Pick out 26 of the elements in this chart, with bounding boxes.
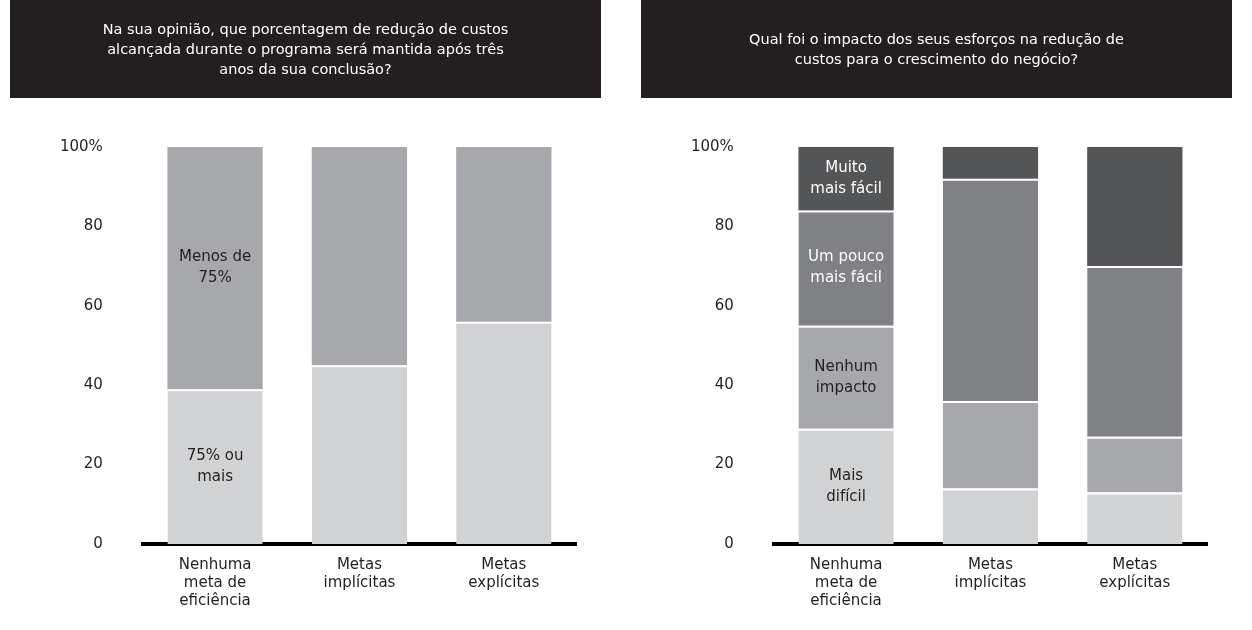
x-tick-label: Nenhuma meta de eficiência: [178, 554, 252, 609]
x-tick-label: Metas implícitas: [954, 554, 1027, 591]
y-tick-label: 40: [714, 375, 734, 394]
y-tick-label: 80: [714, 216, 734, 235]
series-label: Um pouco mais fácil: [808, 247, 885, 287]
y-tick-label: 60: [83, 295, 103, 314]
y-tick-label: 40: [83, 375, 103, 394]
series-label: Nenhum impacto: [814, 356, 878, 396]
series-label: Mais difícil: [826, 465, 866, 505]
series-label: Menos de 75%: [178, 247, 252, 287]
y-tick-label: 20: [714, 454, 734, 473]
y-tick-label: 100%: [690, 136, 734, 155]
series-label: Muito mais fácil: [810, 158, 882, 198]
x-tick-label: Metas implícitas: [323, 554, 396, 591]
y-tick-label: 60: [714, 295, 734, 314]
x-tick-label: Metas explícitas: [468, 554, 540, 591]
y-tick-label: 0: [93, 533, 103, 552]
series-label: 75% ou mais: [186, 445, 244, 485]
chart-title: Na sua opinião, que porcentagem de redução de custos alcançada durante o programa será mantida após três anos da sua conclusão?: [10, 0, 601, 98]
y-tick-label: 80: [83, 216, 103, 235]
chart-title: Qual foi o impacto dos seus esforços na redução de custos para o crescimento do negócio?: [641, 0, 1232, 98]
y-tick-label: 0: [724, 533, 734, 552]
y-tick-label: 100%: [59, 136, 103, 155]
x-tick-label: Metas explícitas: [1099, 554, 1171, 591]
y-tick-label: 20: [83, 454, 103, 473]
x-tick-label: Nenhuma meta de eficiência: [809, 554, 883, 609]
